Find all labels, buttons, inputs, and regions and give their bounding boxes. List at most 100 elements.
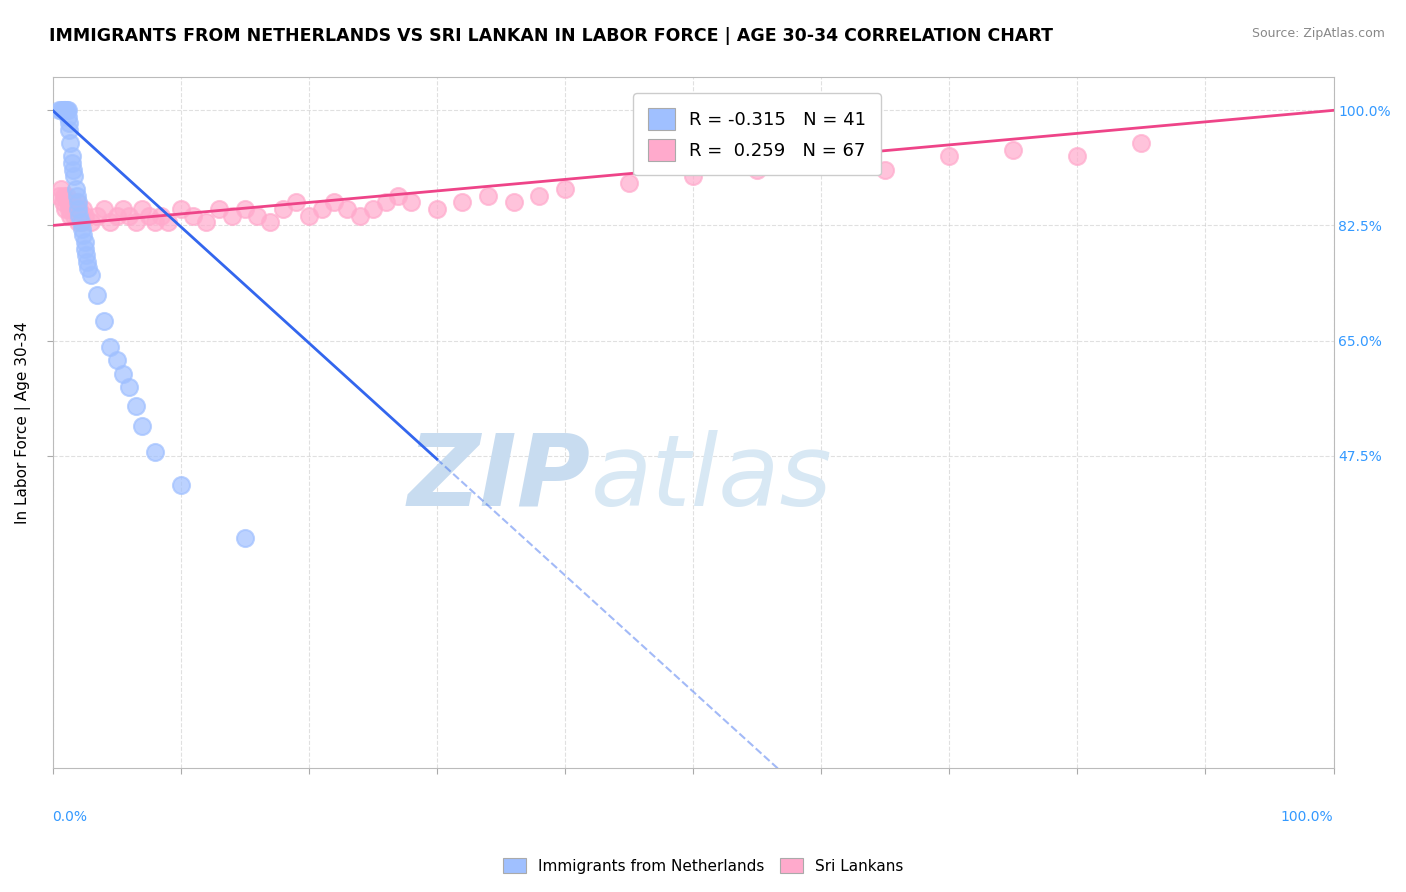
Point: [51, 103, 73, 118]
Point: [93, 202, 115, 216]
Point: [93, 314, 115, 328]
Point: [208, 202, 231, 216]
Point: [55, 103, 77, 118]
Point: [138, 209, 160, 223]
Point: [48, 189, 70, 203]
Point: [69, 215, 91, 229]
Point: [53, 103, 76, 118]
Point: [76, 254, 98, 268]
Point: [233, 531, 256, 545]
Point: [65, 202, 87, 216]
Point: [72, 202, 94, 216]
Point: [105, 209, 128, 223]
Point: [53, 202, 76, 216]
Text: 100.0%: 100.0%: [1281, 810, 1333, 823]
Point: [73, 209, 96, 223]
Point: [48, 103, 70, 118]
Point: [323, 195, 346, 210]
Point: [426, 202, 449, 216]
Point: [271, 202, 294, 216]
Point: [60, 149, 83, 163]
Point: [1002, 143, 1025, 157]
Point: [62, 202, 84, 216]
Point: [131, 419, 153, 434]
Text: 0.0%: 0.0%: [52, 810, 87, 823]
Point: [156, 215, 179, 229]
Point: [67, 202, 90, 216]
Point: [1066, 149, 1088, 163]
Point: [53, 189, 76, 203]
Point: [63, 209, 86, 223]
Point: [63, 169, 86, 183]
Point: [451, 195, 474, 210]
Text: ZIP: ZIP: [408, 430, 591, 526]
Point: [118, 209, 141, 223]
Text: Source: ZipAtlas.com: Source: ZipAtlas.com: [1251, 27, 1385, 40]
Point: [349, 209, 371, 223]
Point: [169, 202, 191, 216]
Point: [67, 195, 90, 210]
Point: [875, 162, 897, 177]
Point: [86, 209, 108, 223]
Point: [617, 176, 640, 190]
Point: [65, 182, 87, 196]
Point: [311, 202, 333, 216]
Point: [554, 182, 576, 196]
Point: [502, 195, 524, 210]
Point: [98, 340, 121, 354]
Point: [70, 215, 93, 229]
Point: [169, 478, 191, 492]
Point: [111, 367, 134, 381]
Point: [80, 215, 103, 229]
Point: [58, 202, 80, 216]
Point: [745, 162, 768, 177]
Point: [80, 268, 103, 282]
Point: [56, 195, 79, 210]
Point: [143, 445, 166, 459]
Point: [73, 242, 96, 256]
Point: [246, 209, 269, 223]
Point: [284, 195, 307, 210]
Point: [233, 202, 256, 216]
Point: [125, 400, 148, 414]
Point: [183, 209, 205, 223]
Point: [111, 202, 134, 216]
Point: [58, 123, 80, 137]
Point: [529, 189, 551, 203]
Point: [298, 209, 321, 223]
Point: [86, 287, 108, 301]
Point: [58, 116, 80, 130]
Point: [810, 156, 832, 170]
Point: [60, 195, 83, 210]
Point: [77, 261, 100, 276]
Point: [118, 379, 141, 393]
Point: [53, 103, 76, 118]
Point: [477, 189, 499, 203]
Point: [66, 189, 89, 203]
Point: [143, 215, 166, 229]
Point: [195, 215, 218, 229]
Point: [374, 195, 396, 210]
Point: [62, 162, 84, 177]
Point: [72, 228, 94, 243]
Point: [361, 202, 384, 216]
Point: [399, 195, 422, 210]
Point: [75, 248, 97, 262]
Point: [131, 202, 153, 216]
Point: [73, 235, 96, 249]
Point: [52, 103, 75, 118]
Legend: Immigrants from Netherlands, Sri Lankans: Immigrants from Netherlands, Sri Lankans: [496, 852, 910, 880]
Point: [387, 189, 409, 203]
Point: [938, 149, 960, 163]
Point: [336, 202, 359, 216]
Point: [60, 156, 83, 170]
Point: [67, 202, 90, 216]
Point: [53, 103, 76, 118]
Point: [69, 209, 91, 223]
Point: [67, 215, 90, 229]
Point: [98, 215, 121, 229]
Point: [59, 209, 82, 223]
Point: [52, 195, 75, 210]
Point: [56, 110, 79, 124]
Point: [70, 221, 93, 235]
